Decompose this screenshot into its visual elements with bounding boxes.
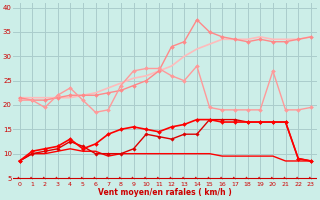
X-axis label: Vent moyen/en rafales ( km/h ): Vent moyen/en rafales ( km/h ) [98,188,232,197]
